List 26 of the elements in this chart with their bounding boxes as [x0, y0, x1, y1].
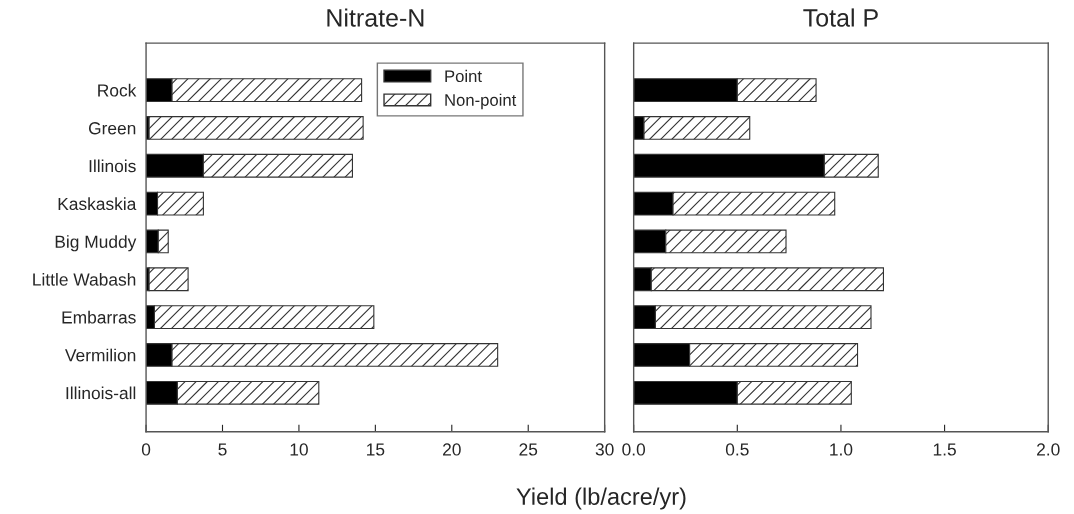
x-tick-label: 0 [141, 443, 151, 456]
chart-title: Total P [803, 8, 878, 27]
y-tick-label: Little Wabash [33, 272, 136, 286]
y-tick-label: Vermilion [65, 348, 136, 362]
x-tick-label: 20 [443, 443, 461, 456]
x-tick-label: 0.0 [622, 443, 646, 456]
y-tick-label: Green [88, 122, 136, 135]
y-tick-label: Kaskaskia [58, 197, 137, 211]
legend-label: Non-point [445, 93, 517, 110]
y-tick-label: Illinois [89, 159, 136, 173]
x-tick-label: 0.5 [725, 443, 749, 456]
x-tick-label: 2.0 [1037, 443, 1060, 456]
x-tick-label: 10 [290, 443, 308, 456]
y-tick-label: Illinois-all [66, 386, 136, 400]
x-tick-label: 1.5 [933, 443, 956, 456]
chart-title: Nitrate-N [327, 8, 424, 27]
x-axis-title: Yield (lb/acre/yr) [516, 487, 686, 510]
y-tick-label: Rock [98, 83, 137, 97]
x-tick-label: 15 [367, 443, 385, 456]
y-tick-label: Embarras [62, 310, 136, 324]
x-tick-label: 1.0 [830, 443, 853, 456]
y-tick-label: Big Muddy [55, 235, 137, 252]
x-tick-label: 5 [218, 443, 227, 456]
x-tick-label: 30 [595, 443, 614, 456]
legend-label: Point [445, 69, 482, 83]
x-tick-label: 25 [519, 443, 538, 456]
